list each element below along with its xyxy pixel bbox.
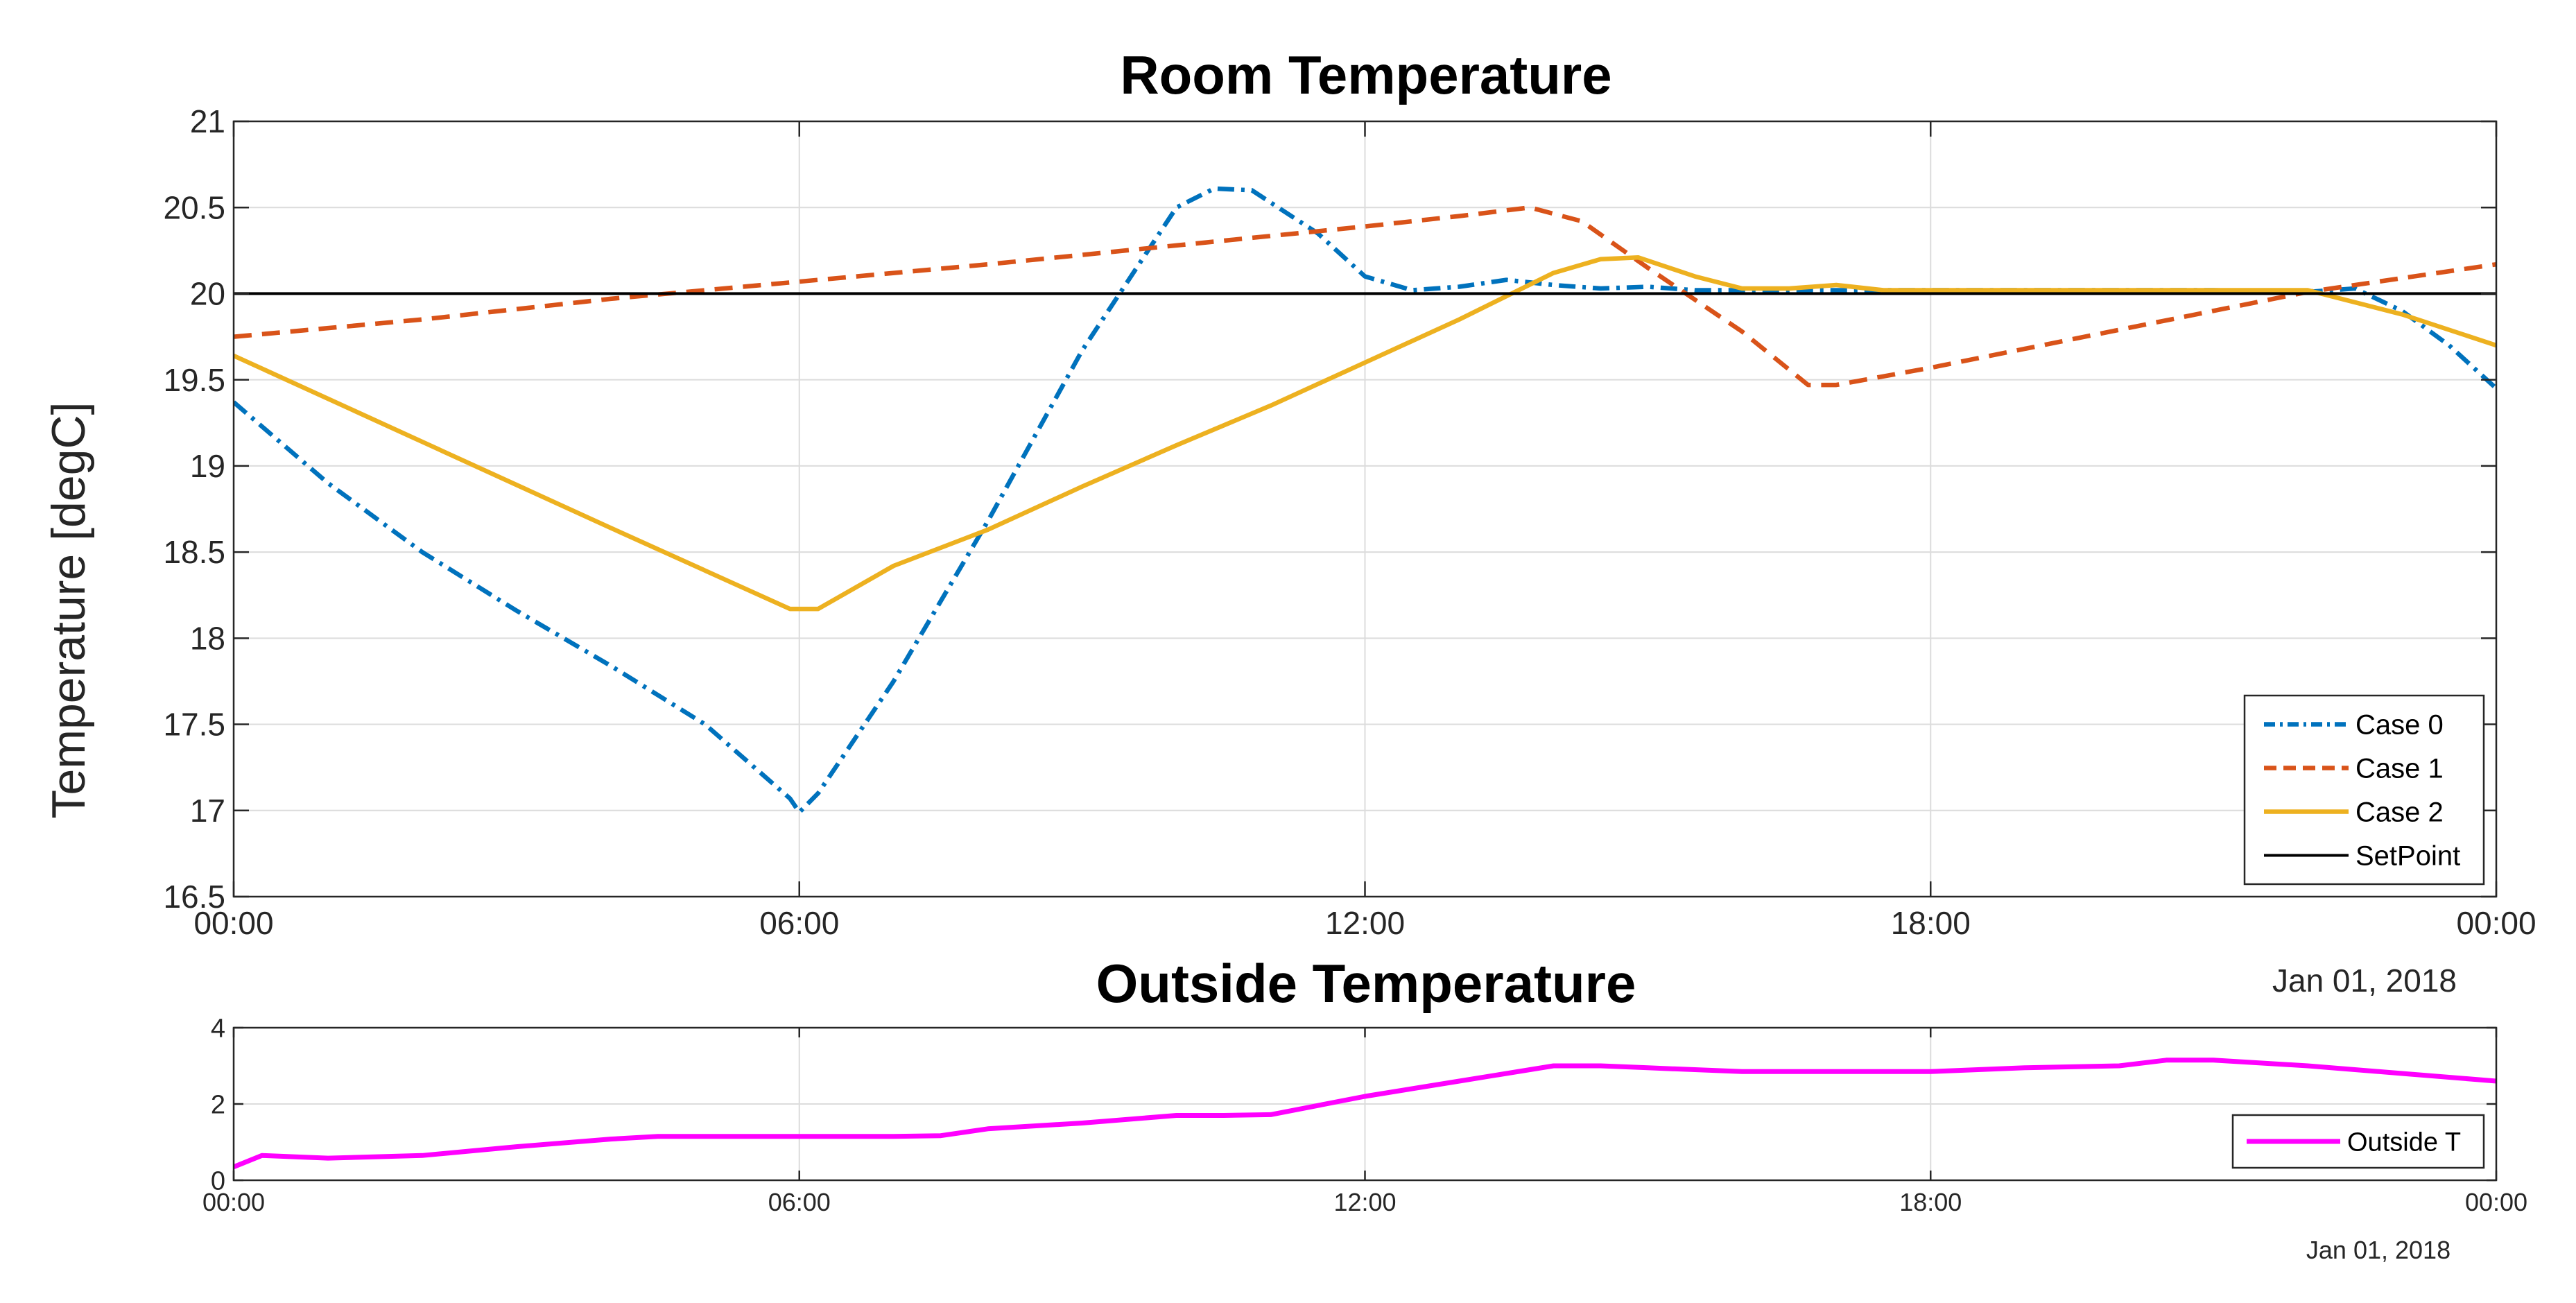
outside-legend: Outside T <box>2231 1114 2485 1169</box>
y-tick-label: 19 <box>190 448 225 484</box>
y-tick-label: 0 <box>211 1166 225 1196</box>
legend-label: Case 1 <box>2355 754 2444 784</box>
outside-y-ticks: 0 2 4 <box>211 1014 2496 1196</box>
y-tick-label: 18.5 <box>163 534 225 570</box>
y-tick-label: 17.5 <box>163 707 225 743</box>
outside-temperature-chart: 0 2 4 00:00 06:00 12:00 18:00 00:00 Outside Te… <box>202 953 2527 1264</box>
legend-box <box>2243 694 2485 886</box>
x-tick-label: 06:00 <box>768 1188 831 1216</box>
outside-date-label: Jan 01, 2018 <box>2306 1236 2450 1264</box>
room-lines <box>234 186 2496 815</box>
room-temperature-chart: 16.5 17 17.5 18 18.5 19 19.5 20 20.5 21 00:00 06:0… <box>42 44 2536 999</box>
x-tick-label: 12:00 <box>1333 1188 1396 1216</box>
x-tick-label: 00:00 <box>193 905 273 941</box>
y-tick-label: 21 <box>190 103 225 139</box>
y-tick-label: 4 <box>211 1014 225 1043</box>
series-line-outside-t <box>234 1058 2496 1170</box>
series-line-case-2 <box>234 255 2496 612</box>
legend-label: Outside T <box>2347 1128 2461 1157</box>
room-chart-title: Room Temperature <box>1120 44 1611 105</box>
y-tick-label: 19.5 <box>163 362 225 398</box>
y-tick-label: 20 <box>190 276 225 312</box>
x-tick-label: 00:00 <box>202 1188 265 1216</box>
room-y-ticks: 16.5 17 17.5 18 18.5 19 19.5 20 20.5 21 <box>163 103 2496 915</box>
room-y-axis-label: Temperature [degC] <box>42 402 95 819</box>
x-tick-label: 12:00 <box>1325 905 1405 941</box>
x-tick-label: 18:00 <box>1899 1188 1962 1216</box>
x-tick-label: 00:00 <box>2456 905 2536 941</box>
outside-lines <box>234 1058 2496 1170</box>
room-x-ticks: 00:00 06:00 12:00 18:00 00:00 <box>193 121 2536 941</box>
x-tick-label: 18:00 <box>1891 905 1971 941</box>
y-tick-label: 20.5 <box>163 189 225 225</box>
legend-label: Case 2 <box>2355 797 2444 828</box>
outside-x-ticks: 00:00 06:00 12:00 18:00 00:00 <box>202 1028 2527 1216</box>
y-tick-label: 2 <box>211 1090 225 1119</box>
x-tick-label: 06:00 <box>759 905 839 941</box>
outside-chart-title: Outside Temperature <box>1096 953 1636 1014</box>
y-tick-label: 17 <box>190 793 225 829</box>
legend-label: Case 0 <box>2355 710 2444 741</box>
x-tick-label: 00:00 <box>2465 1188 2527 1216</box>
y-tick-label: 18 <box>190 620 225 656</box>
room-legend: Case 0 Case 1 Case 2 SetPoint <box>2243 694 2485 886</box>
y-tick-label: 16.5 <box>163 879 225 915</box>
legend-label: SetPoint <box>2355 841 2460 872</box>
room-date-label: Jan 01, 2018 <box>2272 963 2457 999</box>
